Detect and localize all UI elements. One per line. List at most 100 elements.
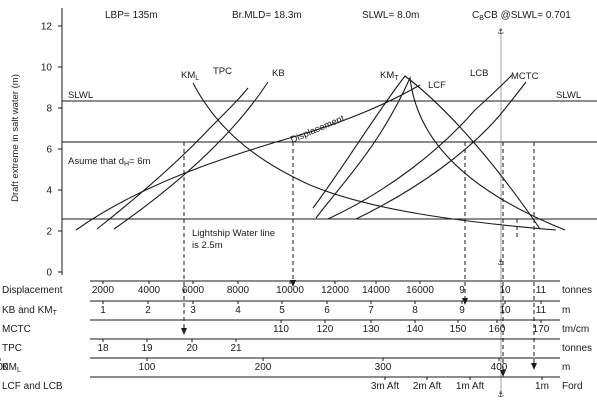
y-axis-title: Draft extreme in salt water (m) (10, 74, 21, 202)
scale-tick-label: 1m Aft (456, 381, 485, 392)
kml-reading-arrow (531, 363, 537, 370)
scale-unit-kml: m (562, 362, 570, 373)
scale-tick-label: 10 (499, 285, 511, 296)
slwl-left-label: SLWL (68, 90, 93, 101)
tpc-label: TPC (213, 66, 232, 77)
scale-unit-tpc: tonnes (562, 343, 592, 354)
amidships-mid-icon: ⚓ (497, 258, 504, 267)
scale-tick-label: 200 (255, 362, 272, 373)
scale-unit-mctc: tm/cm (562, 324, 589, 335)
scale-tick-label: 170 (533, 324, 550, 335)
scale-tick-label: 300 (375, 362, 392, 373)
scale-label-lcf-lcb: LCF and LCB (2, 381, 63, 392)
lcb-reading-arrow (500, 370, 506, 377)
slwl-right-label: SLWL (556, 90, 581, 101)
lbp-label: LBP= 135m (105, 10, 158, 21)
scale-label-kb-kmt: KB and KMT (2, 305, 58, 317)
kml-curve (192, 82, 557, 231)
lcb-curve (327, 74, 513, 220)
y-tick-label: 6 (46, 145, 52, 156)
scale-tick-label: 140 (407, 324, 424, 335)
scale-tick-label: 8 (412, 305, 418, 316)
y-tick-label: 4 (46, 186, 52, 197)
scale-tick-label: 9 (459, 305, 465, 316)
breadth-label: Br.MLD= 18.3m (232, 10, 302, 21)
scale-label-tpc: TPC (2, 343, 22, 354)
lcb-label: LCB (470, 68, 488, 79)
curves (75, 74, 566, 231)
scale-tick-label: 10000 (276, 285, 304, 296)
lcf-label: LCF (428, 80, 446, 91)
kb-curve (113, 81, 269, 230)
scale-tick-label: 2m Aft (413, 381, 442, 392)
scale-tick-label: 18 (97, 343, 109, 354)
scale-tick-label: 8000 (227, 285, 250, 296)
scale-tick-label: 7 (368, 305, 374, 316)
scale-tick-label: 11 (536, 285, 547, 296)
scale-tick-label: 19 (141, 343, 153, 354)
scale-tick-label: 20 (186, 343, 198, 354)
y-tick-label: 2 (46, 227, 52, 238)
scale-tick-label: 16000 (406, 285, 434, 296)
lightship-label-line1: Lightship Water line (192, 228, 275, 239)
slwl-header-label: SLWL= 8.0m (362, 10, 419, 21)
displacement-curve-label: Displacement (289, 113, 347, 146)
scale-tick-label: 10 (499, 305, 511, 316)
cb-marker: ⚓ ⚓ ⚓ (497, 27, 504, 399)
scale-tick-label: 9 (459, 285, 465, 296)
scale-unit-lcf-lcb: Ford (562, 381, 583, 392)
scale-unit-kb-kmt: m (562, 305, 570, 316)
scale-unit-displacement: tonnes (562, 285, 592, 296)
displacement-reading-arrow (290, 280, 296, 287)
scale-tick-label: 6000 (182, 285, 205, 296)
scale-tick-label: 2000 (92, 285, 115, 296)
y-axis: 0 2 4 6 8 10 12 Draft extreme in salt water (m… (10, 8, 63, 279)
amidships-top-icon: ⚓ (497, 27, 504, 36)
scale-tick-label: 11 (536, 305, 547, 316)
scale-tick-label: 400 (491, 362, 508, 373)
scale-tick-label: 100 (139, 362, 156, 373)
scale-tick-label: 4 (235, 305, 241, 316)
scale-tick-label: 500 (0, 362, 9, 373)
kml-label: KML (181, 70, 199, 82)
y-tick-label: 8 (46, 104, 52, 115)
scale-tick-label: 14000 (362, 285, 390, 296)
scale-tick-label: 130 (363, 324, 380, 335)
kb-label: KB (272, 68, 285, 79)
header: LBP= 135m Br.MLD= 18.3m SLWL= 8.0m CBCB … (105, 10, 571, 22)
kmt-label: KMT (380, 70, 399, 82)
scale-tick-label: 160 (489, 324, 506, 335)
scale-tick-label: 3 (190, 305, 196, 316)
curve-labels: KML TPC KB KMT LCF LCB MCTC Displacement (181, 66, 539, 146)
mctc-curve (355, 81, 527, 220)
scales: Displacement KB and KMT MCTC TPC KML LCF… (0, 280, 592, 392)
scale-label-mctc: MCTC (2, 324, 31, 335)
scale-ticks: 2000 4000 6000 8000 10000 12000 14000 16000 1 2 3 4… (0, 281, 550, 392)
scale-tick-label: 3m Aft (371, 381, 400, 392)
scale-tick-label: 1 (100, 305, 106, 316)
scale-tick-label: 110 (273, 324, 289, 335)
y-tick-label: 12 (41, 22, 53, 33)
scale-label-displacement: Displacement (2, 285, 63, 296)
water-lines: SLWL SLWL Asume that dH= 6m Lightship Wa… (62, 90, 597, 251)
lightship-label-line2: is 2.5m (192, 240, 223, 251)
amidships-bottom-icon: ⚓ (497, 390, 504, 399)
y-tick-label: 10 (41, 63, 53, 74)
tpc-reading-arrow (181, 328, 187, 335)
displacement-curve (75, 84, 421, 231)
lcf-curve (315, 75, 566, 231)
scale-tick-label: 2 (145, 305, 151, 316)
scale-tick-label: 21 (230, 343, 242, 354)
dashed-readings (181, 142, 537, 377)
scale-tick-label: 4000 (138, 285, 161, 296)
kmt-curve (312, 75, 541, 230)
scale-tick-label: 6 (324, 305, 330, 316)
y-axis-ticks: 0 2 4 6 8 10 12 (41, 22, 62, 279)
scale-label-kml: KML (2, 362, 21, 374)
y-tick-label: 0 (46, 268, 52, 279)
scale-tick-label: 12000 (321, 285, 349, 296)
scale-tick-label: 5 (279, 305, 285, 316)
scale-tick-label: 120 (317, 324, 334, 335)
assumed-draft-label: Asume that dH= 6m (68, 156, 151, 168)
